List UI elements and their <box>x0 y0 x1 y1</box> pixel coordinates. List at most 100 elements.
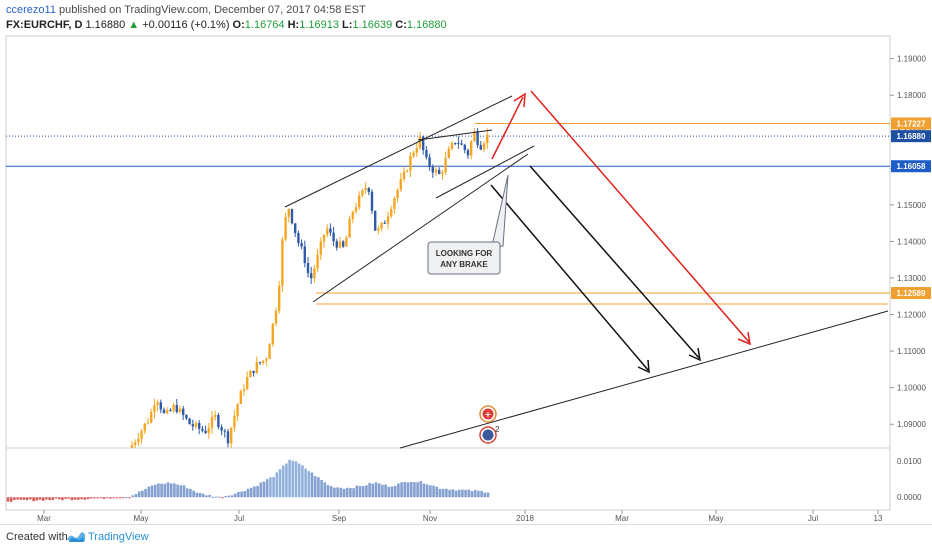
candle-body <box>412 152 415 157</box>
oscillator-bar <box>310 472 314 498</box>
candle-body <box>130 444 134 448</box>
oscillator-bar <box>464 489 467 498</box>
oscillator-bar <box>349 488 352 498</box>
candle-body <box>316 254 319 269</box>
oscillator-bar <box>480 490 483 498</box>
price-change: +0.00116 (+0.1%) <box>142 19 230 31</box>
price-label-box <box>891 117 931 130</box>
candle-body <box>386 216 390 224</box>
candle-body <box>454 142 457 144</box>
oscillator-bar <box>77 497 80 500</box>
candle-body <box>252 370 255 374</box>
oscillator-bar <box>329 486 333 498</box>
symbol-name[interactable]: FX:EURCHF, D <box>6 19 83 31</box>
oscillator-bar <box>137 491 141 498</box>
price-labels: 1.17227 1.16880 1.16058 1.12589 <box>891 117 931 300</box>
oscillator-bar <box>57 497 61 500</box>
oscillator-bar <box>355 485 359 498</box>
candle-body <box>265 358 268 361</box>
chart-canvas[interactable]: 1.190001.180001.170001.160001.150001.140… <box>0 0 932 524</box>
black-arrow-2 <box>529 165 700 359</box>
oscillator-bar <box>86 497 90 500</box>
event-icons[interactable]: + 2 <box>479 405 500 444</box>
candle-body <box>399 179 402 190</box>
candle-body <box>329 228 332 233</box>
oscillator-bar <box>19 497 23 500</box>
oscillator-bar <box>198 492 202 498</box>
red-arrow-down-head <box>737 331 751 346</box>
oscillator-bar <box>313 476 317 498</box>
oscillator-bar <box>195 492 199 498</box>
oscillator-bar <box>409 482 413 498</box>
oscillator-bar <box>179 485 183 498</box>
oscillator-bar <box>109 497 112 499</box>
candle-body <box>441 172 444 174</box>
oscillator-bar <box>342 488 346 498</box>
candle-body <box>393 198 396 210</box>
callout-text-2: ANY BRAKE <box>440 260 488 269</box>
candle-body <box>482 143 486 150</box>
price-label-text: 1.16880 <box>897 132 926 141</box>
callout[interactable]: LOOKING FOR ANY BRAKE <box>427 174 509 275</box>
candle-body <box>466 150 470 156</box>
oscillator-bar <box>393 485 397 498</box>
oscillator-bar <box>323 482 327 498</box>
oscillator-bar <box>70 497 74 501</box>
oscillator-bar <box>333 487 336 498</box>
oscillator-bar <box>93 497 96 499</box>
candle-body <box>210 417 214 429</box>
candle-body <box>415 148 418 153</box>
candle-body <box>460 143 463 145</box>
oscillator-bar <box>301 465 304 498</box>
time-tick-label: May <box>133 514 148 523</box>
candle-body <box>406 170 409 172</box>
oscillator-bar <box>6 497 10 502</box>
price-label-text: 1.16058 <box>897 162 926 171</box>
oscillator-bar <box>269 477 272 498</box>
oscillator-bar <box>345 487 349 498</box>
time-axis[interactable]: Mar May Jul Sep Nov 2018 Mar May Jul 13 <box>37 510 883 523</box>
oscillator-bar <box>413 482 416 498</box>
oscillator-bar <box>486 492 490 498</box>
time-tick-label: 2018 <box>516 514 534 523</box>
ohlc-o-value: 1.16764 <box>244 19 285 31</box>
created-with-text: Created with <box>6 531 68 543</box>
oscillator-bar <box>419 481 423 498</box>
oscillator-bar <box>217 496 221 498</box>
candle-body <box>204 430 207 434</box>
candle-body <box>409 156 412 171</box>
oscillator-pane[interactable] <box>5 447 891 511</box>
candle-body <box>313 268 316 279</box>
price-axis[interactable]: 1.190001.180001.170001.160001.150001.140… <box>890 55 926 430</box>
oscillator-bar <box>377 483 381 498</box>
symbol-line: FX:EURCHF, D 1.16880 ▲ +0.00116 (+0.1%) … <box>6 19 447 31</box>
time-tick-label: Sep <box>332 514 347 523</box>
oscillator-axis: 0.0100 0.0000 <box>897 457 922 502</box>
oscillator-tick-label: 0.0000 <box>897 493 922 502</box>
oscillator-bar <box>281 465 285 498</box>
tradingview-logo-icon[interactable] <box>66 529 86 545</box>
ohlc-c-label: C: <box>395 19 407 31</box>
oscillator-bar <box>134 494 138 498</box>
candle-body <box>358 195 361 208</box>
red-arrow-up-head <box>513 92 526 108</box>
author-link[interactable]: ccerezo11 <box>6 4 56 16</box>
oscillator-bar <box>422 483 426 498</box>
oscillator-bar <box>211 496 215 498</box>
oscillator-bar <box>41 497 45 501</box>
candle-body <box>249 370 252 378</box>
oscillator-bar <box>291 460 295 498</box>
oscillator-bar <box>477 490 480 498</box>
oscillator-bar <box>368 482 371 498</box>
oscillator-bar <box>326 485 330 498</box>
candle-body <box>236 404 239 416</box>
oscillator-bar <box>160 483 163 498</box>
candle-body <box>380 222 383 229</box>
oscillator-bar <box>73 497 77 500</box>
candle-body <box>134 442 137 445</box>
candle-body <box>444 157 447 173</box>
tradingview-brand[interactable]: TradingView <box>88 531 149 543</box>
oscillator-bar <box>233 493 237 498</box>
candle-body <box>201 428 204 431</box>
callout-text-1: LOOKING FOR <box>436 249 493 258</box>
